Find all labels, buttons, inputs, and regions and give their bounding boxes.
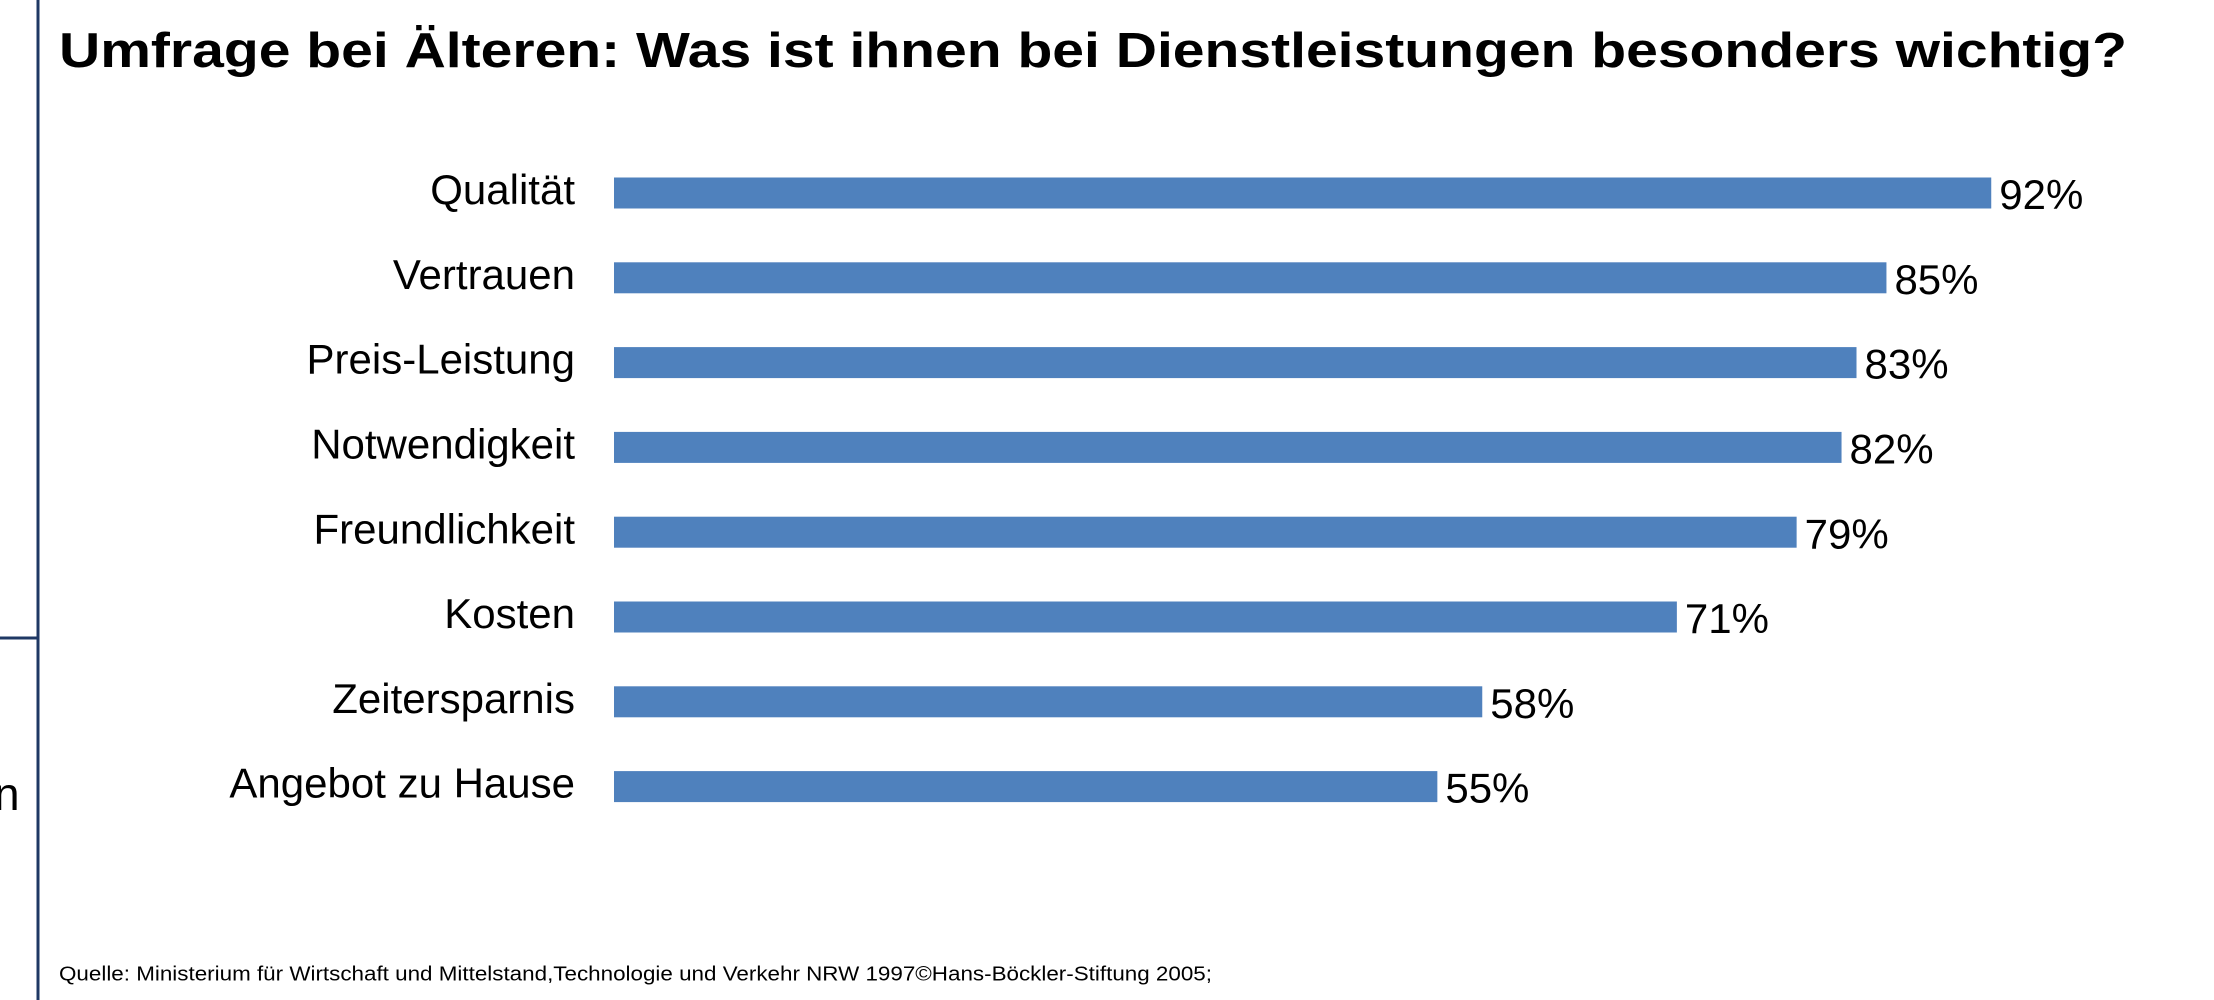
value-label: 55% [1445,765,1529,812]
category-label: Qualität [430,166,575,213]
source-note: Quelle: Ministerium für Wirtschaft und M… [59,963,1212,985]
value-label: 71% [1685,595,1769,642]
bar [614,686,1483,718]
value-label: 58% [1490,680,1574,727]
category-label: Vertrauen [393,251,575,298]
bar [614,347,1857,379]
value-label: 82% [1850,425,1934,472]
category-label: Zeitersparnis [332,675,575,722]
category-label: Angebot zu Hause [229,760,575,807]
value-label: 79% [1805,510,1889,557]
category-label: Freundlichkeit [314,505,576,552]
bar [614,601,1677,633]
bar [614,431,1842,463]
category-label: Notwendigkeit [311,420,575,467]
value-label: 83% [1865,341,1949,388]
bar [614,262,1887,294]
bar [614,177,1992,209]
bar [614,771,1438,803]
category-label: Kosten [444,590,575,637]
chart-title: Umfrage bei Älteren: Was ist ihnen bei D… [59,24,2127,78]
value-label: 92% [1999,171,2083,218]
side-fragment: n [0,768,20,820]
value-label: 85% [1894,256,1978,303]
bar [614,516,1797,548]
category-label: Preis-Leistung [307,336,575,383]
